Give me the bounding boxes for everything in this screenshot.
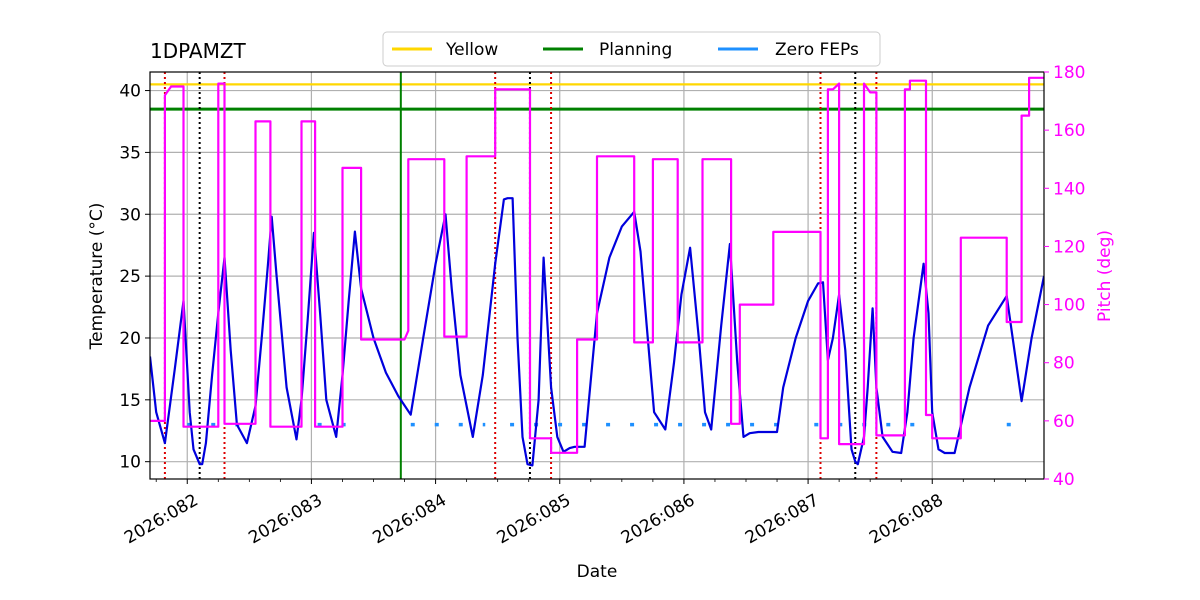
y-left-tick-label-0: 10 xyxy=(119,453,141,473)
legend-label-yellow: Yellow xyxy=(445,40,498,60)
x-axis-label: Date xyxy=(577,562,618,582)
y-right-tick-label-7: 180 xyxy=(1053,63,1085,83)
y-left-tick-label-5: 35 xyxy=(119,143,141,163)
y-right-tick-label-3: 100 xyxy=(1053,296,1085,316)
y-right-tick-label-2: 80 xyxy=(1053,354,1075,374)
y-left-tick-label-6: 40 xyxy=(119,82,141,102)
plot-frame xyxy=(149,71,1045,480)
legend-box xyxy=(382,31,881,67)
y-left-tick-label-1: 15 xyxy=(119,391,141,411)
y-right-tick-label-5: 140 xyxy=(1053,179,1085,199)
legend: Yellow Planning Zero FEPs xyxy=(382,31,881,67)
series-line-temperature xyxy=(150,197,1044,467)
y-left-tick-label-2: 20 xyxy=(119,329,141,349)
legend-label-zero-feps: Zero FEPs xyxy=(775,40,859,60)
y-left-tick-label-3: 25 xyxy=(119,267,141,287)
y-right-tick-label-0: 40 xyxy=(1053,470,1075,490)
chart-title: 1DPAMZT xyxy=(150,39,247,63)
y-right-tick-label-1: 60 xyxy=(1053,412,1075,432)
y-right-tick-label-6: 160 xyxy=(1053,121,1085,141)
y-right-tick-label-4: 120 xyxy=(1053,237,1085,257)
y-left-tick-label-4: 30 xyxy=(119,205,141,225)
series-line-pitch xyxy=(150,76,1044,454)
y-axis-right-label: Pitch (deg) xyxy=(1095,230,1115,322)
legend-label-planning: Planning xyxy=(599,40,672,60)
plot-area xyxy=(150,72,1044,479)
y-axis-left-label: Temperature (°C) xyxy=(87,203,107,351)
